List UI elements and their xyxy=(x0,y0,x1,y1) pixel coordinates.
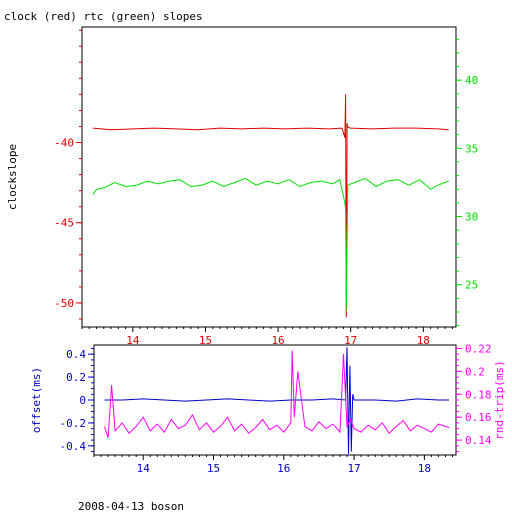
y2-tick-label-1: 35 xyxy=(465,142,478,155)
bottom-left-axis-label: offset(ms) xyxy=(30,367,43,433)
y-tick-label-0: -40 xyxy=(54,137,74,150)
y-tick-label-1: 0.2 xyxy=(66,371,86,384)
x-tick-label-2: 16 xyxy=(271,334,284,347)
y2-tick-label-2: 0.18 xyxy=(465,388,492,401)
footer-caption: 2008-04-13 boson xyxy=(78,500,184,512)
bottom-right-axis-label: rnd-trip(ms) xyxy=(493,360,506,439)
rnd-trip-series-line xyxy=(104,350,450,438)
y-tick-label-1: -45 xyxy=(54,217,74,230)
bottom-plot-frame xyxy=(93,344,457,456)
y2-tick-label-1: 0.2 xyxy=(465,365,485,378)
x-tick-label-4: 18 xyxy=(417,334,430,347)
x-tick-label-3: 17 xyxy=(347,462,360,475)
x-tick-label-2: 16 xyxy=(277,462,290,475)
y-tick-label-2: -50 xyxy=(54,297,74,310)
x-tick-label-0: 14 xyxy=(137,462,151,475)
y-tick-label-2: 0 xyxy=(79,394,86,407)
y2-tick-label-2: 30 xyxy=(465,211,478,224)
y-tick-label-0: 0.4 xyxy=(66,348,86,361)
chart-title: clock (red) rtc (green) slopes xyxy=(4,10,203,23)
x-tick-label-1: 15 xyxy=(199,334,212,347)
bottom-panel: 14 15 16 17 18 0.4 0.2 0 -0.2 -0.4 0.22 0.2 0.18 0.16… xyxy=(30,342,506,475)
y2-tick-label-3: 0.16 xyxy=(465,411,492,424)
y2-tick-label-4: 0.14 xyxy=(465,434,492,447)
x-tick-label-1: 15 xyxy=(207,462,220,475)
offset-series-line xyxy=(104,347,449,454)
top-plot-frame xyxy=(81,26,457,328)
x-tick-label-3: 17 xyxy=(344,334,357,347)
top-panel: 14 15 16 17 18 -40 -45 -50 40 35 30 25 clockslope xyxy=(6,26,478,347)
y2-tick-label-0: 0.22 xyxy=(465,342,492,355)
rtc-series-line xyxy=(92,177,449,311)
x-tick-label-0: 14 xyxy=(126,334,140,347)
y-tick-label-3: -0.2 xyxy=(60,417,87,430)
y-tick-label-4: -0.4 xyxy=(60,440,87,453)
y2-tick-label-0: 40 xyxy=(465,74,478,87)
top-left-axis-label: clockslope xyxy=(6,144,19,210)
x-tick-label-4: 18 xyxy=(418,462,431,475)
clock-series-line xyxy=(92,94,449,318)
y2-tick-label-3: 25 xyxy=(465,279,478,292)
